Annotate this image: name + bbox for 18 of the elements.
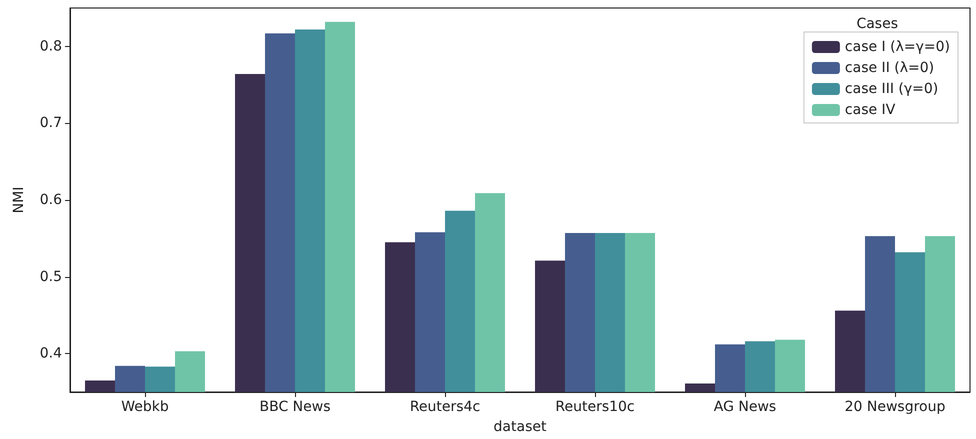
y-tick-label: 0.4 [40, 346, 62, 362]
x-tick-label: AG News [714, 399, 776, 415]
x-tick-label: BBC News [259, 399, 331, 415]
x-tick-label: Reuters4c [410, 399, 480, 415]
legend-label: case IV [844, 102, 896, 118]
y-tick-label: 0.7 [40, 115, 62, 132]
legend-title: Cases [856, 16, 898, 32]
x-tick-label: Webkb [121, 399, 169, 415]
y-axis-title: NMI [11, 186, 27, 214]
y-tick-label: 0.8 [40, 38, 62, 54]
legend-label: case II (λ=0) [844, 60, 934, 76]
y-tick-label: 0.5 [40, 268, 62, 285]
x-axis-title: dataset [494, 419, 547, 435]
y-tick-label: 0.6 [40, 192, 62, 208]
x-tick-label: Reuters10c [555, 399, 635, 415]
legend-label: case III (γ=0) [844, 81, 938, 97]
x-tick-label: 20 Newsgroup [844, 399, 946, 415]
legend-label: case I (λ=γ=0) [844, 39, 950, 55]
